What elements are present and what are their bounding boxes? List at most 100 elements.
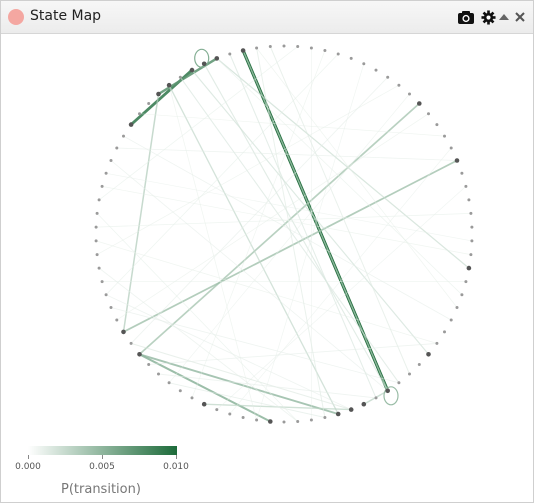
state-node[interactable] [97, 266, 101, 270]
state-node[interactable] [362, 62, 366, 66]
state-node[interactable] [166, 82, 172, 88]
state-node[interactable] [214, 56, 220, 61]
state-node[interactable] [95, 253, 99, 257]
state-node[interactable] [374, 396, 378, 400]
camera-icon[interactable] [457, 9, 475, 25]
transition-edge [139, 353, 339, 415]
state-node[interactable] [104, 293, 108, 297]
state-node[interactable] [138, 112, 141, 116]
state-node[interactable] [115, 146, 119, 150]
collapse-icon[interactable] [499, 9, 509, 25]
state-node[interactable] [167, 381, 171, 385]
state-node[interactable] [443, 134, 446, 138]
state-node[interactable] [97, 198, 101, 202]
state-node[interactable] [467, 198, 471, 202]
state-node[interactable] [147, 363, 151, 366]
state-node[interactable] [455, 306, 459, 309]
state-node[interactable] [469, 211, 473, 215]
state-node[interactable] [336, 52, 340, 56]
state-node[interactable] [94, 239, 98, 243]
state-node[interactable] [95, 211, 99, 215]
transition-edge [110, 160, 388, 392]
state-node[interactable] [426, 352, 431, 357]
state-node[interactable] [386, 75, 390, 79]
state-node[interactable] [296, 45, 300, 48]
state-node[interactable] [323, 49, 327, 52]
state-node[interactable] [464, 280, 468, 284]
state-node[interactable] [385, 388, 391, 394]
state-node[interactable] [427, 112, 430, 116]
state-node[interactable] [454, 158, 460, 163]
state-node[interactable] [460, 171, 464, 175]
close-icon[interactable] [514, 9, 525, 25]
state-node[interactable] [435, 123, 439, 127]
state-node[interactable] [201, 61, 207, 67]
state-node[interactable] [408, 92, 411, 96]
state-node[interactable] [241, 416, 245, 419]
state-node[interactable] [417, 101, 422, 106]
state-node[interactable] [460, 293, 464, 297]
state-node[interactable] [190, 396, 194, 400]
state-node[interactable] [469, 253, 473, 257]
state-node[interactable] [349, 56, 353, 60]
state-node[interactable] [282, 44, 286, 48]
transition-edge [216, 186, 467, 410]
transition-edge [168, 382, 326, 418]
state-node[interactable] [323, 416, 327, 419]
state-node[interactable] [109, 159, 113, 162]
state-transition-map[interactable] [1, 34, 533, 502]
state-node[interactable] [449, 146, 453, 150]
state-node[interactable] [470, 239, 474, 243]
state-node[interactable] [417, 363, 421, 366]
transition-edge [123, 159, 458, 333]
state-node[interactable] [178, 389, 182, 393]
state-node[interactable] [128, 122, 134, 127]
state-node[interactable] [361, 401, 367, 407]
state-node[interactable] [137, 352, 142, 357]
state-node[interactable] [466, 265, 472, 271]
gear-icon[interactable] [481, 9, 496, 25]
state-node[interactable] [228, 412, 232, 416]
legend-mid-label: 0.005 [89, 462, 115, 472]
state-node[interactable] [348, 407, 354, 412]
state-node[interactable] [335, 411, 341, 417]
transition-edge [130, 342, 352, 411]
state-node[interactable] [228, 52, 232, 56]
state-node[interactable] [129, 341, 133, 345]
state-node[interactable] [94, 225, 98, 229]
state-node[interactable] [104, 171, 108, 175]
state-node[interactable] [100, 184, 104, 188]
state-node[interactable] [435, 341, 439, 345]
state-node[interactable] [115, 318, 119, 322]
state-node[interactable] [282, 420, 286, 424]
state-node[interactable] [240, 48, 246, 53]
state-node[interactable] [470, 225, 474, 229]
state-node[interactable] [109, 306, 113, 309]
state-node[interactable] [156, 91, 161, 97]
state-node[interactable] [201, 401, 207, 407]
state-node[interactable] [397, 381, 401, 385]
state-node[interactable] [464, 184, 468, 188]
state-node[interactable] [449, 318, 453, 322]
state-node[interactable] [296, 420, 300, 423]
state-node[interactable] [215, 408, 219, 412]
state-node[interactable] [268, 419, 273, 424]
state-node[interactable] [147, 102, 151, 105]
state-node[interactable] [100, 280, 104, 284]
state-node[interactable] [268, 45, 272, 48]
state-node[interactable] [408, 372, 411, 376]
transition-edge [216, 57, 470, 269]
state-node[interactable] [157, 372, 160, 376]
transition-edge [123, 135, 452, 321]
state-node[interactable] [309, 46, 313, 50]
state-node[interactable] [121, 329, 126, 335]
state-node[interactable] [178, 75, 182, 79]
state-node[interactable] [255, 46, 259, 50]
state-node[interactable] [255, 418, 259, 422]
state-node[interactable] [309, 418, 313, 422]
state-node[interactable] [189, 67, 195, 73]
state-node[interactable] [443, 330, 446, 334]
state-node[interactable] [397, 83, 401, 87]
state-node[interactable] [122, 134, 125, 138]
state-node[interactable] [374, 68, 378, 72]
